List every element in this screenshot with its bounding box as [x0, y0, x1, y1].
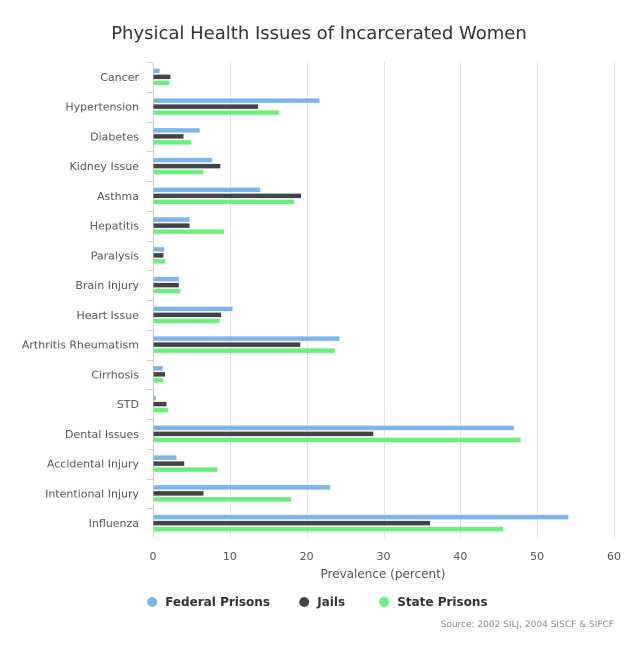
- bar-jails[interactable]: [153, 401, 167, 407]
- bar-federal-prisons[interactable]: [153, 336, 340, 341]
- bar-jails[interactable]: [153, 520, 431, 526]
- category-label: Dental Issues: [65, 428, 139, 441]
- grid-layer: [153, 62, 615, 538]
- bar-jails[interactable]: [153, 312, 222, 318]
- legend-item[interactable]: Jails: [316, 595, 345, 609]
- bar-state-prisons[interactable]: [153, 169, 204, 175]
- bar-state-prisons[interactable]: [153, 407, 169, 413]
- bar-jails[interactable]: [153, 163, 221, 169]
- x-tick-label: 50: [530, 550, 544, 563]
- bar-federal-prisons[interactable]: [153, 187, 261, 193]
- bar-jails[interactable]: [153, 461, 185, 466]
- category-label: Hepatitis: [90, 220, 140, 233]
- bar-state-prisons[interactable]: [153, 259, 166, 264]
- x-tick-label: 20: [300, 550, 314, 563]
- bar-federal-prisons[interactable]: [153, 157, 212, 163]
- bar-state-prisons[interactable]: [153, 318, 220, 324]
- bar-state-prisons[interactable]: [153, 497, 292, 502]
- category-label: Brain Injury: [75, 279, 139, 292]
- x-tick-label: 0: [150, 550, 157, 563]
- bar-state-prisons[interactable]: [153, 348, 335, 353]
- category-label: Accidental Injury: [47, 458, 140, 471]
- bar-federal-prisons[interactable]: [153, 276, 179, 282]
- category-label: Arthritis Rheumatism: [22, 339, 139, 352]
- x-tick-label: 40: [453, 550, 467, 563]
- bar-state-prisons[interactable]: [153, 140, 192, 145]
- bar-federal-prisons[interactable]: [153, 366, 163, 371]
- x-tick-labels: 0 10 20 30 40 50 60: [150, 550, 622, 563]
- x-axis-title: Prevalence (percent): [321, 567, 446, 581]
- bar-federal-prisons[interactable]: [153, 485, 331, 490]
- source-credit: Source: 2002 SILJ, 2004 SISCF & SIFCF: [441, 620, 614, 630]
- legend-item[interactable]: State Prisons: [397, 595, 487, 609]
- bar-federal-prisons[interactable]: [153, 455, 177, 460]
- category-label: Kidney Issue: [70, 160, 140, 173]
- category-label: Paralysis: [91, 249, 139, 262]
- category-label: Cancer: [100, 71, 139, 84]
- legend-marker[interactable]: [299, 597, 310, 607]
- bar-jails[interactable]: [153, 134, 184, 139]
- bar-jails[interactable]: [153, 74, 171, 80]
- category-label: Asthma: [97, 190, 139, 203]
- bar-state-prisons[interactable]: [153, 437, 521, 443]
- category-label: Heart Issue: [76, 309, 139, 322]
- chart-title: Physical Health Issues of Incarcerated W…: [111, 23, 527, 44]
- bar-state-prisons[interactable]: [153, 467, 218, 472]
- category-label: Hypertension: [65, 101, 139, 114]
- category-label: STD: [117, 398, 139, 411]
- bar-state-prisons[interactable]: [153, 288, 181, 294]
- bar-jails[interactable]: [153, 104, 258, 109]
- bar-federal-prisons[interactable]: [153, 98, 320, 103]
- bar-federal-prisons[interactable]: [153, 68, 160, 74]
- bar-state-prisons[interactable]: [153, 526, 504, 532]
- bar-state-prisons[interactable]: [153, 80, 170, 86]
- bar-state-prisons[interactable]: [153, 378, 164, 383]
- bar-jails[interactable]: [153, 372, 166, 377]
- bar-jails[interactable]: [153, 253, 164, 258]
- x-tick-label: 60: [607, 550, 621, 563]
- category-label: Influenza: [89, 517, 139, 530]
- x-tick-label: 30: [377, 550, 391, 563]
- bar-jails[interactable]: [153, 342, 301, 347]
- bar-jails[interactable]: [153, 491, 204, 496]
- bar-federal-prisons[interactable]: [153, 306, 233, 312]
- category-labels: Cancer Hypertension Diabetes Kidney Issue As…: [22, 62, 153, 530]
- bar-jails[interactable]: [153, 223, 190, 228]
- legend: Federal Prisons Jails State Prisons: [147, 595, 488, 609]
- legend-item[interactable]: Federal Prisons: [165, 595, 270, 609]
- category-label: Diabetes: [90, 130, 139, 143]
- bar-state-prisons[interactable]: [153, 199, 295, 205]
- bar-jails[interactable]: [153, 431, 374, 437]
- bar-federal-prisons[interactable]: [153, 425, 514, 431]
- legend-marker[interactable]: [147, 597, 158, 607]
- category-label: Intentional Injury: [45, 487, 139, 500]
- bar-federal-prisons[interactable]: [153, 247, 165, 252]
- bar-federal-prisons[interactable]: [153, 128, 200, 133]
- bar-federal-prisons[interactable]: [153, 395, 156, 401]
- bar-federal-prisons[interactable]: [153, 217, 190, 222]
- bar-state-prisons[interactable]: [153, 229, 225, 234]
- x-tick-label: 10: [223, 550, 237, 563]
- bar-layer: [153, 68, 569, 532]
- bar-federal-prisons[interactable]: [153, 514, 569, 520]
- category-label: Cirrhosis: [91, 368, 139, 381]
- bar-state-prisons[interactable]: [153, 110, 279, 115]
- bar-jails[interactable]: [153, 193, 302, 199]
- bar-jails[interactable]: [153, 282, 179, 288]
- legend-marker[interactable]: [379, 597, 390, 607]
